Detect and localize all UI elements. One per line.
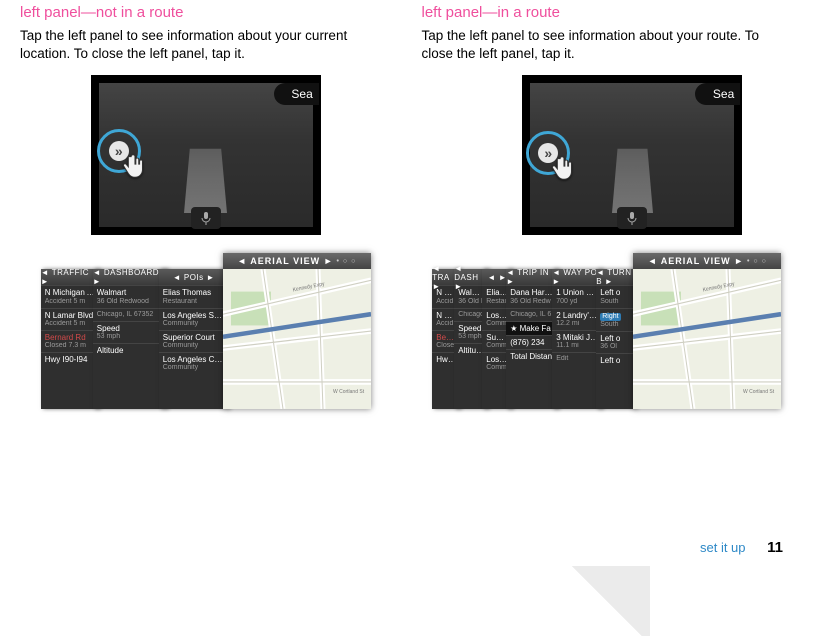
aerial-map: W Cortland St Kennedy Expy — [633, 269, 781, 409]
column-right: left panel—in a route Tap the left panel… — [422, 4, 794, 413]
footer: set it up 11 — [700, 539, 783, 556]
panel-row[interactable]: Walmart36 Old Redwood — [93, 285, 167, 307]
panel-row[interactable]: Edit — [552, 352, 602, 365]
panel-header: ◄ WAY PO ► — [552, 269, 602, 285]
page-columns: left panel—not in a route Tap the left p… — [0, 0, 813, 413]
panel-header: ◄ DASHBOARD ► — [93, 269, 167, 285]
panel-row[interactable]: Dana Harvey36 Old Redw — [506, 285, 558, 307]
panel-row[interactable]: 3 Mitaki Japan 11.1 mi — [552, 330, 602, 352]
aerial-view-panel[interactable]: ◄ AERIAL VIEW ►• ○ ○ W Cortland St Kenne… — [633, 253, 781, 409]
panel-row[interactable]: Speed53 mph — [93, 321, 167, 343]
nav-screenshot-right: Sea » — [522, 75, 742, 235]
nav-screenshot-left: Sea » — [91, 75, 321, 235]
mic-button[interactable] — [617, 207, 647, 229]
panel-stack-right: ◄ TRA ►N MicAccidN LamAccidBernaCloseHwy… — [432, 253, 782, 413]
info-panel[interactable]: ◄ TRIP IN ►Dana Harvey36 Old RedwChicago… — [506, 269, 558, 409]
search-tab[interactable]: Sea — [274, 83, 319, 105]
aerial-view-panel[interactable]: ◄ AERIAL VIEW ►• ○ ○ W Cortland St Kenne… — [223, 253, 371, 409]
panel-header: ◄ TRIP IN ► — [506, 269, 558, 285]
figure-right: Sea » ◄ TRA ►N MicAccidN LamAccidBernaCl… — [422, 75, 794, 413]
panel-header: ◄ AERIAL VIEW ►• ○ ○ — [223, 253, 371, 269]
panel-row[interactable]: ★ Make Fa — [506, 321, 558, 335]
hand-icon — [119, 151, 149, 181]
panel-header: ◄ AERIAL VIEW ►• ○ ○ — [633, 253, 781, 269]
panel-row[interactable]: Elias ThomasRestaurant — [159, 285, 229, 307]
panel-stack-left: ◄ TRAFFIC ►N Michigan A..Accident 5 mN L… — [41, 253, 371, 413]
section-label: set it up — [700, 540, 746, 555]
panel-row[interactable]: N Michigan A..Accident 5 m — [41, 285, 99, 307]
mic-button[interactable] — [191, 207, 221, 229]
panel-row[interactable]: Left o36 Ol — [596, 331, 636, 353]
panel-row[interactable]: Hwy I90-I94 — [41, 352, 99, 366]
panel-row[interactable]: N Lamar BlvdAccident 5 m — [41, 308, 99, 330]
panel-row[interactable]: 1 Union Bank 700 yd — [552, 285, 602, 307]
panel-row[interactable]: Chicago, IL 6 — [506, 308, 558, 321]
info-panel[interactable]: ◄ WAY PO ►1 Union Bank 700 yd2 Landry's … — [552, 269, 602, 409]
svg-text:W Cortland St: W Cortland St — [333, 389, 365, 395]
heading-left: left panel—not in a route — [20, 4, 392, 21]
panel-row[interactable]: Los Angeles Supe..Community — [159, 308, 229, 330]
hand-icon — [548, 153, 578, 183]
tap-indicator: » — [97, 129, 141, 173]
panel-row[interactable]: Left oSouth — [596, 285, 636, 307]
info-panel[interactable]: ◄ DASHBOARD ►Walmart36 Old RedwoodChicag… — [93, 269, 167, 409]
figure-left: Sea » ◄ TRAFFIC ►N Michigan A..Accident … — [20, 75, 392, 413]
panel-row[interactable]: Total Distan — [506, 349, 558, 363]
panel-row[interactable]: Bernard RdClosed 7.3 m — [41, 330, 99, 352]
svg-text:W Cortland St: W Cortland St — [743, 389, 775, 395]
tap-indicator: » — [526, 131, 570, 175]
panel-row[interactable]: RightSouth — [596, 308, 636, 331]
panel-header: ◄ TRAFFIC ► — [41, 269, 99, 285]
info-panel[interactable]: ◄ TURN B ►Left oSouthRightSouthLeft o36 … — [596, 269, 636, 409]
panel-row[interactable]: Superior CourtCommunity — [159, 330, 229, 352]
info-panel[interactable]: ◄ TRAFFIC ►N Michigan A..Accident 5 mN L… — [41, 269, 99, 409]
search-tab[interactable]: Sea — [695, 83, 740, 105]
panel-row[interactable]: Chicago, IL 67352 — [93, 308, 167, 321]
panel-row[interactable]: Los Angeles Coun..Community — [159, 352, 229, 374]
panel-row[interactable]: (876) 234 — [506, 335, 558, 349]
aerial-map: W Cortland St Kennedy Expy — [223, 269, 371, 409]
page-number: 11 — [767, 539, 783, 556]
panel-row[interactable]: 2 Landry's Lin 12.2 mi — [552, 308, 602, 330]
panel-header: ◄ TURN B ► — [596, 269, 636, 285]
heading-right: left panel—in a route — [422, 4, 794, 21]
body-right: Tap the left panel to see information ab… — [422, 27, 794, 63]
info-panel[interactable]: ◄ POIs ►Elias ThomasRestaurantLos Angele… — [159, 269, 229, 409]
panel-row[interactable]: Left o — [596, 353, 636, 367]
panel-header: ◄ POIs ► — [159, 269, 229, 285]
body-left: Tap the left panel to see information ab… — [20, 27, 392, 63]
panel-row[interactable]: Altitude — [93, 343, 167, 357]
column-left: left panel—not in a route Tap the left p… — [20, 4, 392, 413]
